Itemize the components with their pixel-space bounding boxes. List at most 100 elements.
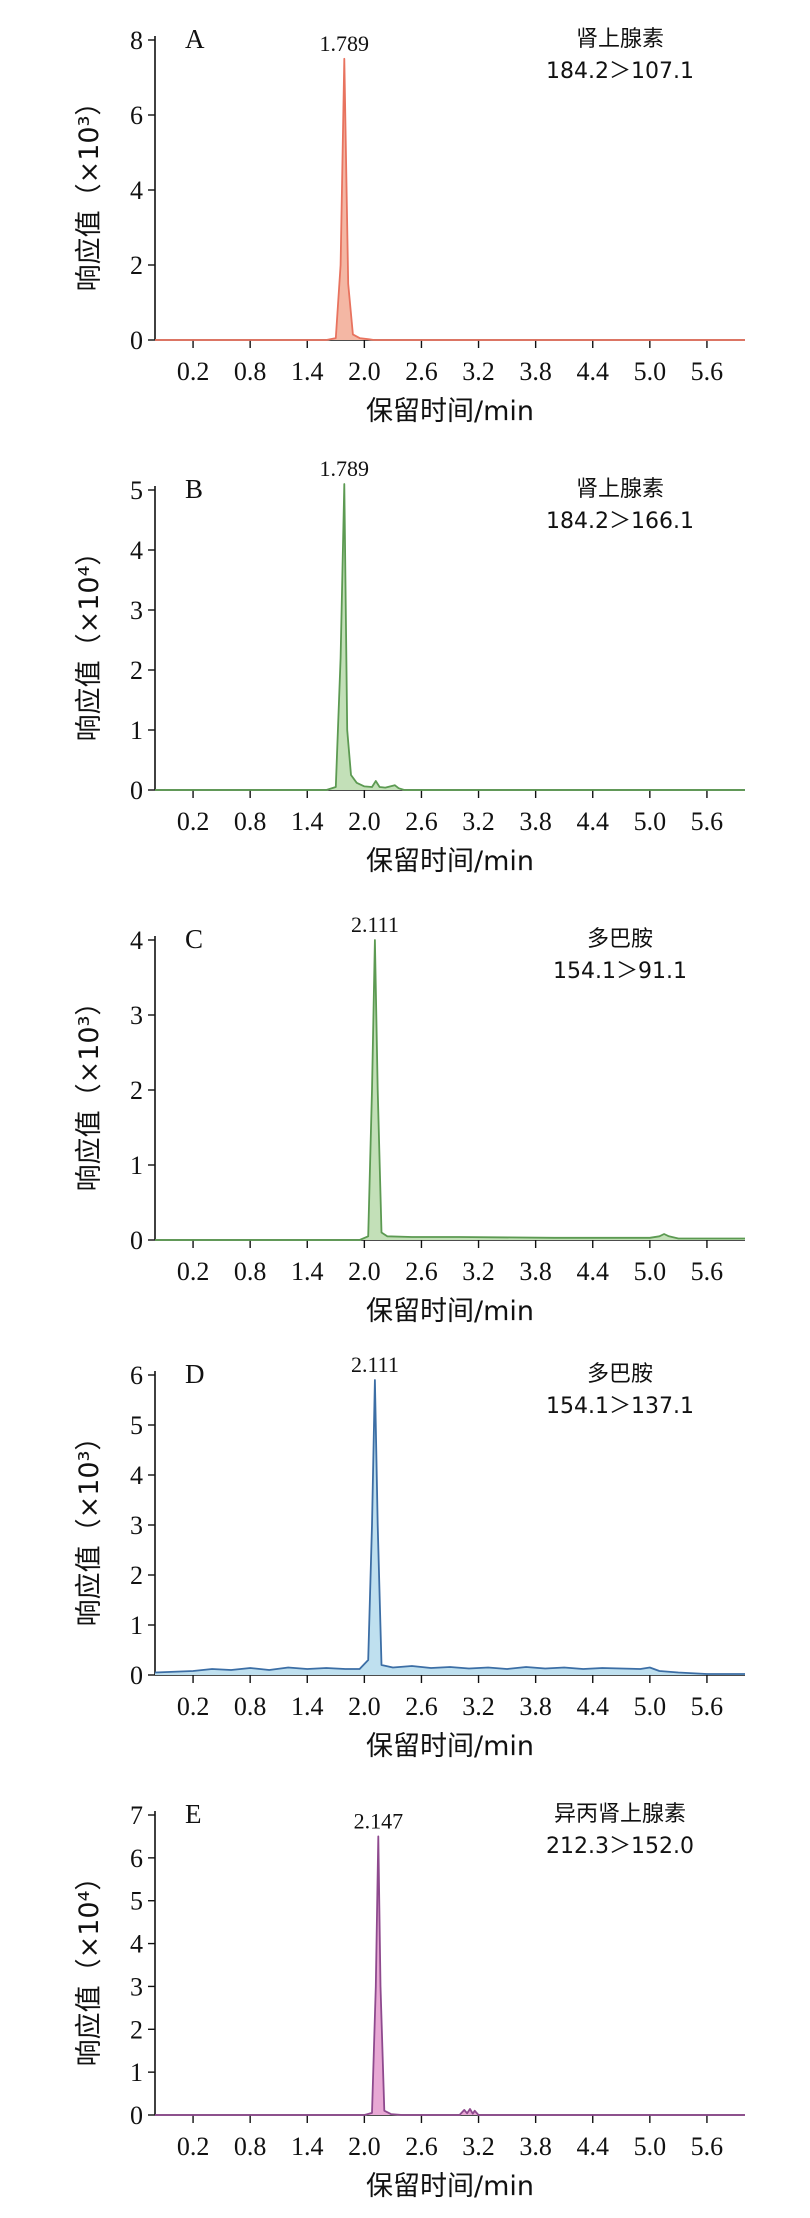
series-area xyxy=(155,940,745,1240)
x-tick-label: 2.6 xyxy=(405,1257,438,1286)
x-tick-label: 3.8 xyxy=(519,357,552,386)
x-tick-label: 2.0 xyxy=(348,2132,381,2161)
y-tick-label: 4 xyxy=(130,926,143,955)
y-tick-label: 3 xyxy=(130,596,143,625)
peak-label: 1.789 xyxy=(320,31,370,56)
x-tick-label: 0.8 xyxy=(234,1257,267,1286)
x-tick-label: 3.2 xyxy=(462,2132,495,2161)
y-tick-label: 6 xyxy=(130,101,143,130)
y-tick-label: 4 xyxy=(130,1461,143,1490)
x-tick-label: 3.8 xyxy=(519,1692,552,1721)
x-tick-label: 4.4 xyxy=(576,357,609,386)
x-tick-label: 3.8 xyxy=(519,2132,552,2161)
y-tick-label: 2 xyxy=(130,1076,143,1105)
y-tick-label: 3 xyxy=(130,1972,143,2001)
panel-letter: E xyxy=(185,1799,202,1829)
x-tick-label: 5.6 xyxy=(691,807,724,836)
x-tick-label: 2.6 xyxy=(405,2132,438,2161)
series-area xyxy=(155,58,745,341)
x-tick-label: 0.8 xyxy=(234,357,267,386)
peak-label: 1.789 xyxy=(320,456,370,481)
y-tick-label: 0 xyxy=(130,1226,143,1255)
x-tick-label: 4.4 xyxy=(576,1692,609,1721)
compound-name: 多巴胺 xyxy=(587,927,653,952)
y-tick-label: 0 xyxy=(130,326,143,355)
y-tick-label: 3 xyxy=(130,1511,143,1540)
x-tick-label: 1.4 xyxy=(291,807,324,836)
ion-transition: 184.2＞107.1 xyxy=(546,59,694,84)
x-tick-label: 0.8 xyxy=(234,2132,267,2161)
x-tick-label: 1.4 xyxy=(291,357,324,386)
y-tick-label: 2 xyxy=(130,251,143,280)
x-tick-label: 0.8 xyxy=(234,807,267,836)
compound-name: 肾上腺素 xyxy=(576,27,664,52)
x-tick-label: 2.0 xyxy=(348,1692,381,1721)
peak-label: 2.147 xyxy=(354,1808,404,1833)
x-tick-label: 0.2 xyxy=(177,807,210,836)
panel-letter: D xyxy=(185,1359,205,1389)
peak-label: 2.111 xyxy=(351,912,399,937)
x-tick-label: 5.0 xyxy=(634,357,667,386)
y-tick-label: 0 xyxy=(130,776,143,805)
y-tick-label: 4 xyxy=(130,536,143,565)
x-axis-title: 保留时间/min xyxy=(366,2171,534,2202)
y-tick-label: 1 xyxy=(130,1611,143,1640)
x-tick-label: 2.0 xyxy=(348,357,381,386)
series-area xyxy=(155,1380,745,1675)
y-tick-label: 1 xyxy=(130,716,143,745)
y-axis-title: 响应值（×10³） xyxy=(74,1424,105,1627)
x-tick-label: 5.0 xyxy=(634,1692,667,1721)
y-tick-label: 1 xyxy=(130,2058,143,2087)
x-tick-label: 2.0 xyxy=(348,807,381,836)
x-tick-label: 5.0 xyxy=(634,2132,667,2161)
x-axis-title: 保留时间/min xyxy=(366,396,534,427)
x-tick-label: 3.2 xyxy=(462,357,495,386)
y-tick-label: 8 xyxy=(130,26,143,55)
x-tick-label: 5.6 xyxy=(691,1257,724,1286)
series-area xyxy=(155,1836,745,2115)
x-tick-label: 2.6 xyxy=(405,1692,438,1721)
y-tick-label: 5 xyxy=(130,1411,143,1440)
x-tick-label: 2.6 xyxy=(405,357,438,386)
x-tick-label: 2.6 xyxy=(405,807,438,836)
x-tick-label: 4.4 xyxy=(576,2132,609,2161)
y-tick-label: 6 xyxy=(130,1361,143,1390)
x-tick-label: 0.2 xyxy=(177,1692,210,1721)
y-tick-label: 2 xyxy=(130,656,143,685)
x-tick-label: 3.8 xyxy=(519,807,552,836)
y-axis-title: 响应值（×10³） xyxy=(74,89,105,292)
y-tick-label: 6 xyxy=(130,1844,143,1873)
x-tick-label: 0.2 xyxy=(177,2132,210,2161)
series-line xyxy=(155,57,745,341)
compound-name: 多巴胺 xyxy=(587,1362,653,1387)
ion-transition: 154.1＞91.1 xyxy=(553,959,687,984)
x-tick-label: 5.6 xyxy=(691,2132,724,2161)
y-tick-label: 0 xyxy=(130,1661,143,1690)
panel-letter: A xyxy=(185,24,205,54)
panel-letter: B xyxy=(185,474,203,504)
y-axis-title: 响应值（×10⁴） xyxy=(74,1864,105,2067)
x-tick-label: 4.4 xyxy=(576,1257,609,1286)
x-tick-label: 0.8 xyxy=(234,1692,267,1721)
compound-name: 肾上腺素 xyxy=(576,477,664,502)
y-tick-label: 2 xyxy=(130,2015,143,2044)
series-line xyxy=(155,1835,745,2116)
y-tick-label: 5 xyxy=(130,1887,143,1916)
ion-transition: 212.3＞152.0 xyxy=(546,1834,694,1859)
x-tick-label: 3.2 xyxy=(462,1692,495,1721)
series-line xyxy=(155,939,745,1241)
panel-letter: C xyxy=(185,924,203,954)
x-axis-title: 保留时间/min xyxy=(366,1731,534,1762)
series-line xyxy=(154,1379,745,1675)
x-tick-label: 0.2 xyxy=(177,357,210,386)
x-axis-title: 保留时间/min xyxy=(366,1296,534,1327)
y-tick-label: 1 xyxy=(130,1151,143,1180)
y-tick-label: 5 xyxy=(130,476,143,505)
x-tick-label: 1.4 xyxy=(291,1692,324,1721)
y-tick-label: 2 xyxy=(130,1561,143,1590)
x-tick-label: 5.0 xyxy=(634,1257,667,1286)
ion-transition: 184.2＞166.1 xyxy=(546,509,694,534)
y-axis-title: 响应值（×10³） xyxy=(74,989,105,1192)
x-tick-label: 5.0 xyxy=(634,807,667,836)
